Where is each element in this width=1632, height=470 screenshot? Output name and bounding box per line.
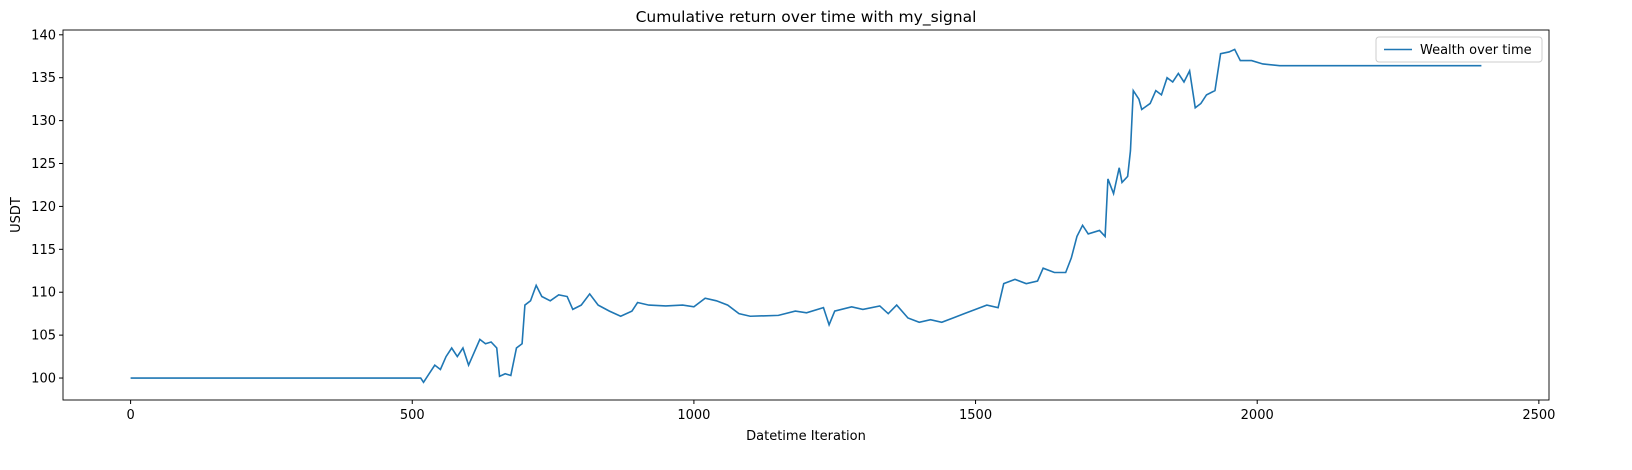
x-tick-label: 0	[126, 408, 134, 423]
legend-box	[1375, 36, 1543, 63]
plot-frame	[62, 29, 1550, 401]
x-tick-label: 2000	[1241, 408, 1274, 423]
x-tick-label: 1000	[677, 408, 710, 423]
line	[130, 48, 1482, 384]
y-tick-label: 110	[31, 286, 56, 301]
y-tick-label: 135	[31, 71, 56, 86]
x-axis-label: Datetime Iteration	[746, 429, 866, 444]
x-tick-label: 500	[400, 408, 425, 423]
legend-label: Wealth over time	[1420, 43, 1532, 58]
y-tick-label: 125	[31, 157, 56, 172]
y-tick-label: 115	[31, 243, 56, 258]
x-tick-label: 1500	[959, 408, 992, 423]
x-tick-label: 2500	[1522, 408, 1555, 423]
y-tick-label: 130	[31, 114, 56, 129]
chart-title: Cumulative return over time with my_sign…	[636, 8, 977, 27]
y-axis-label: USDT	[9, 197, 24, 233]
y-tick-label: 120	[31, 200, 56, 215]
y-tick-label: 105	[31, 329, 56, 344]
y-tick-label: 140	[31, 28, 56, 43]
y-tick-label: 100	[31, 372, 56, 387]
